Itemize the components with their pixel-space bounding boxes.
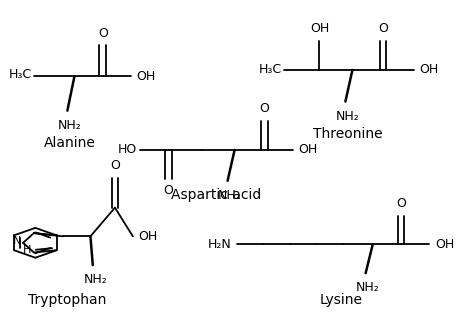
Text: O: O — [378, 22, 388, 35]
Text: O: O — [98, 27, 108, 39]
Text: Tryptophan: Tryptophan — [28, 293, 107, 307]
Text: NH₂: NH₂ — [356, 281, 380, 294]
Text: O: O — [396, 197, 406, 210]
Text: Lysine: Lysine — [319, 293, 362, 307]
Text: NH₂: NH₂ — [58, 119, 82, 132]
Text: NH₂: NH₂ — [336, 110, 360, 123]
Text: H₃C: H₃C — [259, 63, 282, 76]
Text: O: O — [259, 102, 269, 115]
Text: OH: OH — [298, 143, 318, 156]
Text: Alanine: Alanine — [44, 136, 96, 150]
Text: OH: OH — [137, 70, 156, 83]
Text: O: O — [164, 185, 173, 197]
Text: O: O — [110, 159, 120, 172]
Text: Threonine: Threonine — [313, 127, 383, 140]
Text: N: N — [12, 236, 21, 246]
Text: OH: OH — [435, 238, 454, 251]
Text: NH₂: NH₂ — [218, 189, 242, 202]
Text: H₂N: H₂N — [208, 238, 231, 251]
Text: H₃C: H₃C — [9, 68, 32, 81]
Text: OH: OH — [138, 230, 158, 243]
Text: HO: HO — [118, 143, 137, 156]
Text: Aspartic acid: Aspartic acid — [171, 188, 261, 201]
Text: OH: OH — [419, 63, 438, 76]
Text: NH₂: NH₂ — [83, 273, 107, 286]
Text: OH: OH — [310, 22, 329, 35]
Text: H: H — [23, 245, 31, 255]
